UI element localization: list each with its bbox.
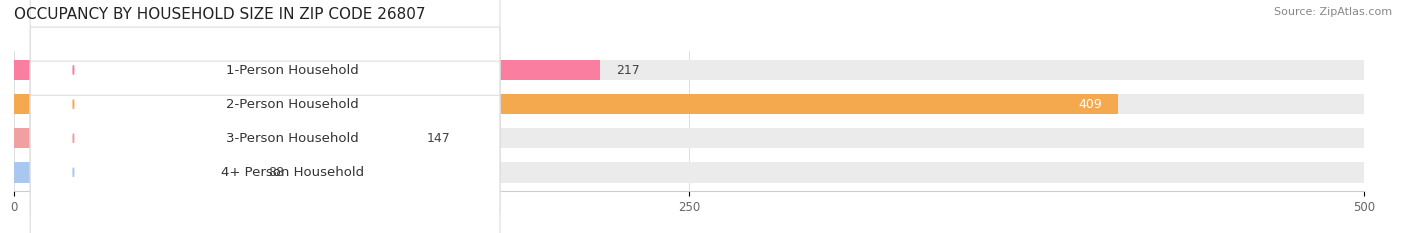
Text: 1-Person Household: 1-Person Household <box>226 64 359 76</box>
Bar <box>14 60 1364 80</box>
Text: 4+ Person Household: 4+ Person Household <box>221 166 364 179</box>
Bar <box>14 94 1364 114</box>
Text: OCCUPANCY BY HOUSEHOLD SIZE IN ZIP CODE 26807: OCCUPANCY BY HOUSEHOLD SIZE IN ZIP CODE … <box>14 7 426 22</box>
Bar <box>14 60 600 80</box>
Bar <box>14 162 1364 182</box>
FancyBboxPatch shape <box>31 95 501 233</box>
Bar <box>14 128 1364 148</box>
FancyBboxPatch shape <box>31 0 501 147</box>
Text: 409: 409 <box>1078 98 1102 111</box>
FancyBboxPatch shape <box>31 61 501 215</box>
FancyBboxPatch shape <box>31 27 501 181</box>
Bar <box>14 128 411 148</box>
Text: 2-Person Household: 2-Person Household <box>226 98 359 111</box>
Text: 147: 147 <box>427 132 451 145</box>
Text: Source: ZipAtlas.com: Source: ZipAtlas.com <box>1274 7 1392 17</box>
Bar <box>14 162 252 182</box>
Text: 217: 217 <box>616 64 640 76</box>
Text: 3-Person Household: 3-Person Household <box>226 132 359 145</box>
Bar <box>14 94 1118 114</box>
Text: 88: 88 <box>267 166 284 179</box>
